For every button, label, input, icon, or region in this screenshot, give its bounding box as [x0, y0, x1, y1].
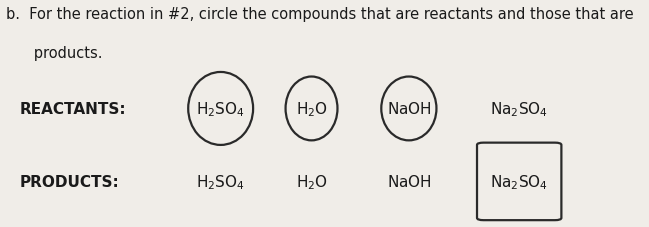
Text: $\mathregular{Na_2SO_4}$: $\mathregular{Na_2SO_4}$	[490, 172, 548, 191]
Text: REACTANTS:: REACTANTS:	[19, 101, 126, 116]
Text: $\mathregular{H_2SO_4}$: $\mathregular{H_2SO_4}$	[196, 100, 245, 118]
Text: b.  For the reaction in #2, circle the compounds that are reactants and those th: b. For the reaction in #2, circle the co…	[6, 7, 634, 22]
Text: $\mathregular{H_2O}$: $\mathregular{H_2O}$	[295, 100, 328, 118]
Text: PRODUCTS:: PRODUCTS:	[19, 174, 119, 189]
Text: $\mathregular{NaOH}$: $\mathregular{NaOH}$	[387, 174, 431, 190]
Text: $\mathregular{NaOH}$: $\mathregular{NaOH}$	[387, 101, 431, 117]
Text: products.: products.	[6, 45, 103, 60]
Text: $\mathregular{H_2O}$: $\mathregular{H_2O}$	[295, 172, 328, 191]
Text: $\mathregular{H_2SO_4}$: $\mathregular{H_2SO_4}$	[196, 172, 245, 191]
Text: $\mathregular{Na_2SO_4}$: $\mathregular{Na_2SO_4}$	[490, 100, 548, 118]
